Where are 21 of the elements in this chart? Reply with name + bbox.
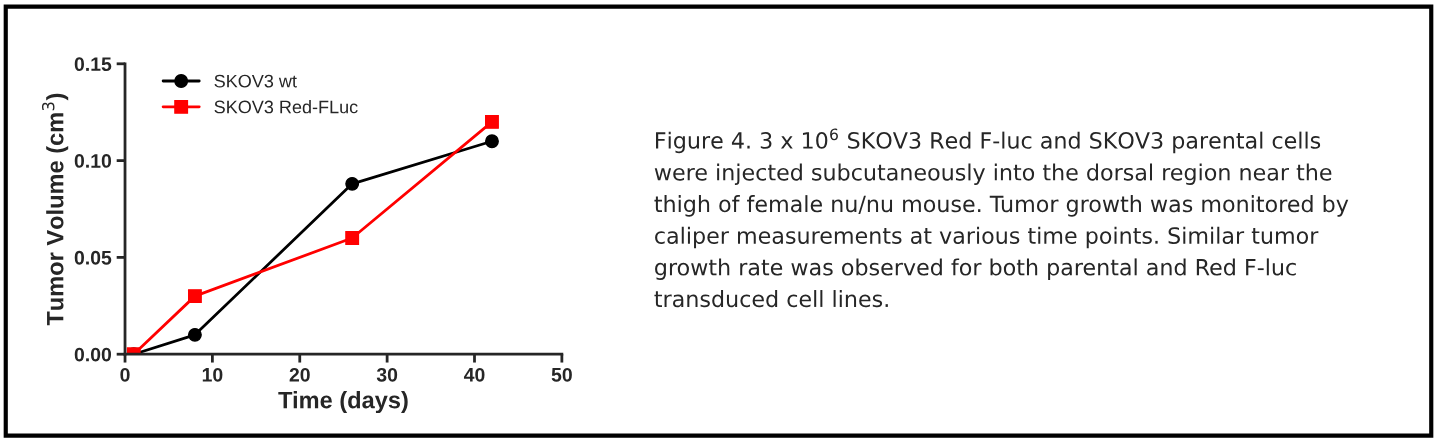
caption: Figure 4. 3 x 10$^{6}$ SKOV3 Red F-luc and SKOV3 parental cells were injected subcutaneously into the dorsal region near the thigh of female nu/nu mouse. Tumor growth was monitored by caliper measurements at various time points. Similar tumor growth rate was observed for both parental and Red F-luc transduced cell lines. xyxy=(654,128,1349,308)
x-tick-label: 20 xyxy=(289,367,310,382)
point xyxy=(187,289,202,304)
x-tick-label: 30 xyxy=(376,367,398,382)
x-tick-label: 40 xyxy=(463,367,485,382)
point xyxy=(485,134,499,149)
point xyxy=(345,176,360,191)
y-axis-title: Tumor Volume (cm$^{3}$) xyxy=(41,93,69,326)
point xyxy=(187,327,202,342)
y-tick-label: 0.00 xyxy=(74,347,112,362)
y-tick-label: 0.10 xyxy=(74,154,112,168)
x-tick-label: 10 xyxy=(202,367,223,382)
point xyxy=(345,231,360,245)
legend-label: SKOV3 wt xyxy=(214,74,297,88)
x-axis-title: Time (days) xyxy=(278,391,408,414)
point xyxy=(485,114,499,129)
x-tick-label: 0 xyxy=(120,367,130,382)
x-tick-label: 50 xyxy=(551,367,572,382)
y-tick-label: 0.15 xyxy=(74,57,112,72)
y-tick-label: 0.05 xyxy=(74,250,112,265)
legend-label: SKOV3 Red-FLuc xyxy=(214,100,358,114)
